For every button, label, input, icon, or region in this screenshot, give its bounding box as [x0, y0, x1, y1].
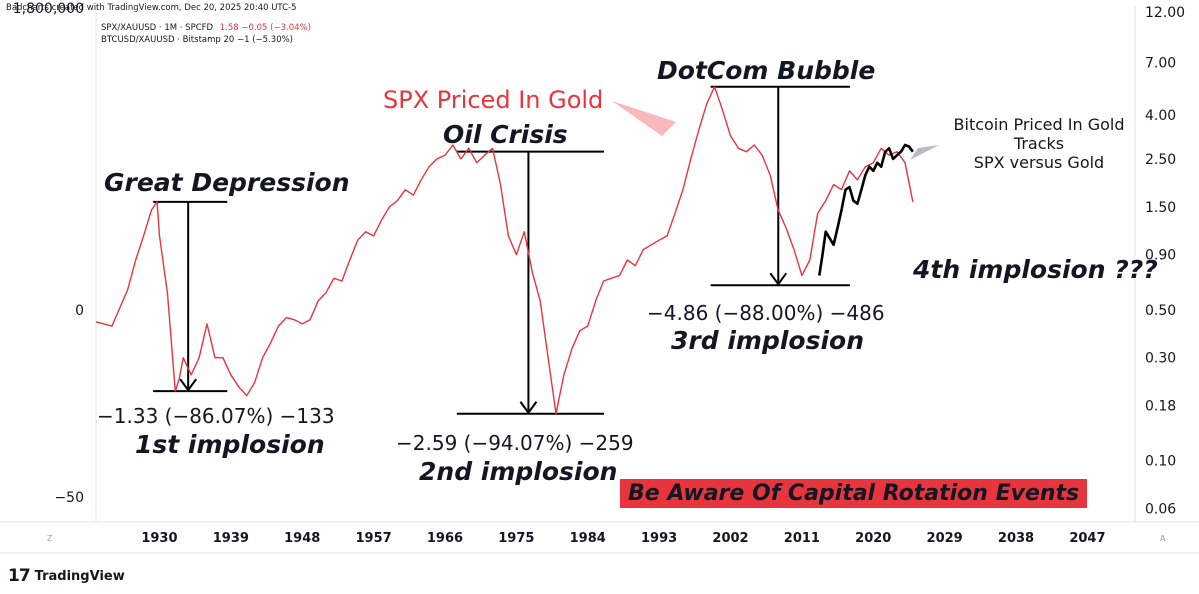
y-tick-label: 4.00: [1145, 108, 1176, 124]
x-tick-label: 1930: [141, 531, 177, 546]
x-tick-label: 1939: [213, 531, 249, 546]
tradingview-logo-icon: 17: [8, 566, 31, 586]
x-tick-label: 1948: [284, 531, 320, 546]
great-depression-label: Great Depression: [104, 168, 350, 197]
right-price-axis: 12.00 7.00 4.00 2.50 1.50 0.90 0.50 0.30 0.18 0.1…: [1145, 5, 1185, 518]
stat-1: −1.33 (−86.07%) −133: [97, 404, 335, 428]
tradingview-brand[interactable]: 17 TradingView: [8, 566, 125, 586]
x-tick-label: 1993: [641, 531, 677, 546]
y-tick-label: 12.00: [1145, 5, 1185, 21]
implosion-1-label: 1st implosion: [135, 430, 325, 459]
callout-arrows: [612, 101, 939, 160]
btc-gold-series: [818, 143, 914, 276]
y-tick-label: 0.06: [1145, 502, 1176, 518]
y-tick-label: 1.50: [1145, 200, 1176, 216]
btc-note: Bitcoin Priced In Gold Tracks SPX versus…: [944, 115, 1134, 172]
oil-crisis-label: Oil Crisis: [443, 120, 568, 149]
x-tick-label: 1966: [427, 531, 463, 546]
x-tick-label: 2029: [927, 531, 963, 546]
legend-btc[interactable]: BTCUSD/XAUUSD · Bitstamp 20 −1 (−5.30%): [101, 35, 293, 45]
y-tick-label: 2.50: [1145, 152, 1176, 168]
x-tick-label: 1975: [498, 531, 534, 546]
implosion-3-label: 3rd implosion: [671, 326, 865, 355]
chart-credit: Badcharts created with TradingView.com, …: [6, 3, 297, 13]
x-tick-label: 2002: [712, 531, 748, 546]
legend-spx-label: SPX/XAUUSD · 1M · SPCFD: [101, 23, 214, 33]
y-tick-label: 0.50: [1145, 303, 1176, 319]
left-axis: 1,800,000 0 −50: [13, 1, 84, 506]
marker-arrow-head: [769, 272, 788, 286]
marker-arrow-head: [179, 378, 197, 392]
spx-callout-arrow: [612, 101, 676, 136]
y-tick-label: 0.30: [1145, 351, 1176, 367]
btc-callout-arrow: [910, 145, 939, 160]
implosion-4-label: 4th implosion ???: [913, 255, 1158, 284]
legend-spx[interactable]: SPX/XAUUSD · 1M · SPCFD 1.58 −0.05 (−3.0…: [101, 23, 311, 33]
dotcom-label: DotCom Bubble: [657, 56, 876, 85]
spx-priced-in-gold-label: SPX Priced In Gold: [383, 86, 604, 114]
spx-gold-series: [95, 86, 914, 415]
time-axis: 1930 1939 1948 1957 1966 1975 1984 1993 2002 2011…: [141, 531, 1105, 546]
btc-note-line3: SPX versus Gold: [973, 153, 1105, 172]
stat-3: −4.86 (−88.00%) −486: [647, 301, 885, 325]
x-tick-label: 1984: [570, 531, 606, 546]
corner-right-icon[interactable]: A: [1160, 534, 1166, 543]
corner-left-icon[interactable]: Z: [47, 534, 53, 543]
y-tick-label: 0.18: [1145, 399, 1176, 415]
left-tick-label: 1,800,000: [13, 1, 84, 17]
capital-rotation-banner: Be Aware Of Capital Rotation Events: [620, 479, 1088, 508]
chart-frame: [0, 6, 1199, 554]
y-tick-label: 0.90: [1145, 248, 1176, 264]
x-tick-label: 2038: [998, 531, 1034, 546]
marker-arrow-head: [519, 401, 538, 415]
left-tick-label: −50: [54, 490, 84, 506]
implosion-2-label: 2nd implosion: [419, 457, 618, 486]
tradingview-brand-text: TradingView: [34, 568, 125, 584]
x-tick-label: 2047: [1069, 531, 1105, 546]
x-tick-label: 2020: [855, 531, 891, 546]
series-line: [95, 86, 914, 415]
x-tick-label: 2011: [784, 531, 820, 546]
stat-2: −2.59 (−94.07%) −259: [396, 431, 634, 455]
btc-note-line1: Bitcoin Priced In Gold: [953, 115, 1125, 134]
implosion-markers: [153, 85, 850, 415]
legend-spx-values: 1.58 −0.05 (−3.04%): [219, 23, 311, 33]
x-tick-label: 1957: [356, 531, 392, 546]
y-tick-label: 7.00: [1145, 55, 1176, 71]
btc-note-line2: Tracks: [1013, 134, 1065, 153]
left-tick-label: 0: [75, 303, 84, 319]
series-line: [818, 143, 914, 276]
y-tick-label: 0.10: [1145, 454, 1176, 470]
